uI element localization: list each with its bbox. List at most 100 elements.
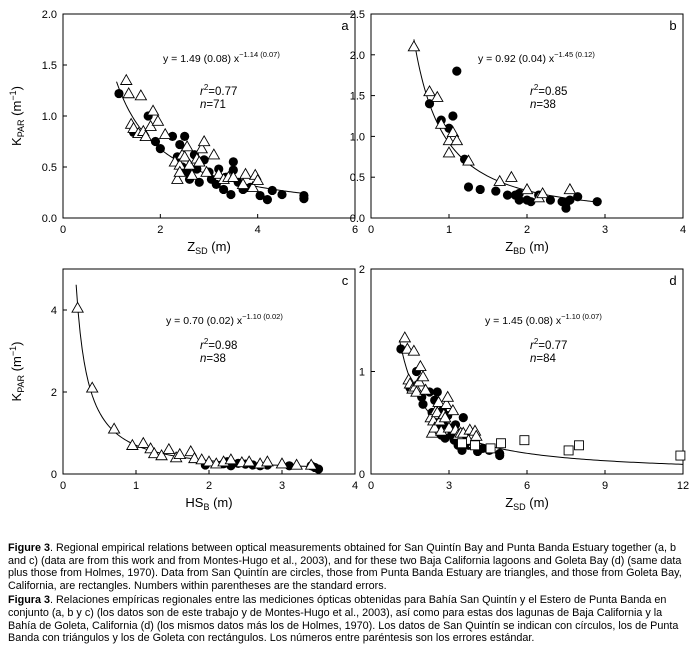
data-point-circle bbox=[573, 192, 583, 202]
data-point-circle bbox=[463, 182, 474, 192]
plot-frame bbox=[62, 268, 356, 475]
x-tick-label: 2 bbox=[524, 224, 530, 236]
data-point-triangle bbox=[401, 342, 414, 354]
data-point-circle bbox=[277, 189, 287, 200]
data-point-triangle bbox=[416, 370, 430, 382]
x-tick-label: 9 bbox=[602, 480, 608, 492]
data-point-circle bbox=[448, 111, 458, 121]
data-point-circle bbox=[228, 165, 238, 175]
data-point-circle bbox=[452, 66, 462, 76]
y-tick-label: 2.0 bbox=[42, 9, 57, 21]
fit-equation: y = 0.70 (0.02) x−1.10 (0.02) bbox=[166, 312, 283, 327]
x-axis-label: ZSD (m) bbox=[187, 239, 231, 256]
panel-label: a bbox=[341, 18, 349, 33]
data-point-triangle bbox=[188, 451, 201, 464]
data-point-circle bbox=[514, 188, 524, 199]
data-point-triangle bbox=[236, 177, 250, 189]
y-tick-label: 1.5 bbox=[350, 91, 365, 103]
data-point-triangle bbox=[184, 444, 198, 457]
data-point-triangle bbox=[173, 165, 187, 177]
plot-frame bbox=[62, 13, 356, 219]
x-tick-label: 3 bbox=[602, 224, 608, 236]
data-point-circle bbox=[255, 190, 265, 201]
data-point-square bbox=[496, 438, 506, 449]
x-axis-label: ZSD (m) bbox=[505, 495, 549, 512]
data-point-circle bbox=[219, 184, 229, 195]
y-axis-label: KPAR (m−1) bbox=[8, 86, 26, 146]
caption-english-text: . Regional empirical relations between o… bbox=[8, 542, 682, 592]
data-point-circle bbox=[114, 88, 124, 99]
data-point-triangle bbox=[183, 158, 196, 170]
data-point-triangle bbox=[155, 449, 168, 461]
x-tick-label: 6 bbox=[524, 480, 530, 492]
data-point-triangle bbox=[563, 182, 577, 195]
data-point-square bbox=[485, 443, 496, 454]
data-point-triangle bbox=[212, 167, 226, 179]
data-point-triangle bbox=[151, 114, 165, 126]
x-axis-label: HSB (m) bbox=[185, 495, 232, 512]
x-tick-label: 3 bbox=[279, 480, 285, 492]
r-squared: r2=0.77 bbox=[530, 337, 567, 352]
data-point-triangle bbox=[261, 455, 274, 467]
x-tick-label: 0 bbox=[60, 480, 66, 492]
data-point-triangle bbox=[185, 168, 199, 180]
data-point-triangle bbox=[423, 85, 436, 97]
series-triangle bbox=[71, 301, 318, 470]
data-point-triangle bbox=[107, 422, 121, 434]
data-point-triangle bbox=[290, 458, 303, 470]
data-point-circle bbox=[565, 195, 575, 205]
x-tick-label: 3 bbox=[446, 480, 452, 492]
x-tick-label: 6 bbox=[352, 224, 358, 236]
data-point-circle bbox=[228, 157, 238, 167]
data-point-triangle bbox=[242, 455, 256, 467]
y-tick-label: 1.0 bbox=[350, 131, 365, 143]
x-tick-label: 4 bbox=[352, 480, 358, 492]
data-point-triangle bbox=[162, 442, 176, 455]
data-point-triangle bbox=[134, 89, 148, 101]
data-point-circle bbox=[502, 190, 513, 200]
data-point-triangle bbox=[520, 182, 534, 195]
data-point-circle bbox=[299, 194, 309, 204]
data-point-triangle bbox=[410, 385, 423, 397]
data-point-circle bbox=[432, 387, 442, 397]
panel-label: c bbox=[342, 273, 349, 288]
y-tick-label: 4 bbox=[51, 305, 57, 317]
data-point-triangle bbox=[195, 453, 209, 465]
y-tick-label: 2 bbox=[51, 387, 57, 399]
data-point-circle bbox=[226, 189, 236, 200]
y-tick-label: 2 bbox=[359, 264, 365, 276]
fit-equation: y = 1.45 (0.08) x−1.10 (0.07) bbox=[485, 312, 602, 327]
data-point-triangle bbox=[275, 457, 289, 469]
figure-caption: Figure 3. Regional empirical relations b… bbox=[8, 542, 690, 647]
data-point-triangle bbox=[173, 447, 187, 459]
data-point-triangle bbox=[441, 390, 455, 402]
y-tick-label: 1.0 bbox=[42, 111, 57, 123]
x-tick-label: 4 bbox=[680, 224, 686, 236]
fit-equation: y = 0.92 (0.04) x−1.45 (0.12) bbox=[478, 50, 595, 65]
data-point-triangle bbox=[505, 170, 518, 182]
data-point-circle bbox=[180, 131, 190, 141]
data-point-triangle bbox=[419, 383, 432, 395]
y-tick-label: 2.0 bbox=[350, 50, 365, 62]
series-square bbox=[457, 435, 686, 461]
data-point-triangle bbox=[434, 117, 448, 129]
y-tick-label: 0 bbox=[51, 469, 57, 481]
data-point-circle bbox=[192, 164, 202, 174]
y-tick-label: 0.5 bbox=[42, 162, 57, 174]
data-point-triangle bbox=[438, 411, 452, 423]
caption-english-label: Figure 3 bbox=[8, 542, 50, 554]
data-point-triangle bbox=[493, 174, 507, 186]
y-axis-label: KPAR (m−1) bbox=[8, 342, 26, 402]
data-point-circle bbox=[495, 450, 505, 461]
caption-english: Figure 3. Regional empirical relations b… bbox=[8, 542, 690, 592]
data-point-triangle bbox=[469, 429, 483, 441]
caption-spanish-text: . Relaciones empíricas regionales entre … bbox=[8, 594, 679, 645]
data-point-triangle bbox=[127, 121, 140, 133]
data-point-triangle bbox=[136, 436, 150, 448]
x-tick-label: 0 bbox=[368, 224, 374, 236]
data-point-triangle bbox=[202, 455, 216, 467]
data-point-triangle bbox=[195, 142, 209, 154]
data-point-triangle bbox=[180, 140, 194, 152]
r-squared: r2=0.77 bbox=[200, 83, 237, 98]
data-point-triangle bbox=[304, 458, 318, 470]
